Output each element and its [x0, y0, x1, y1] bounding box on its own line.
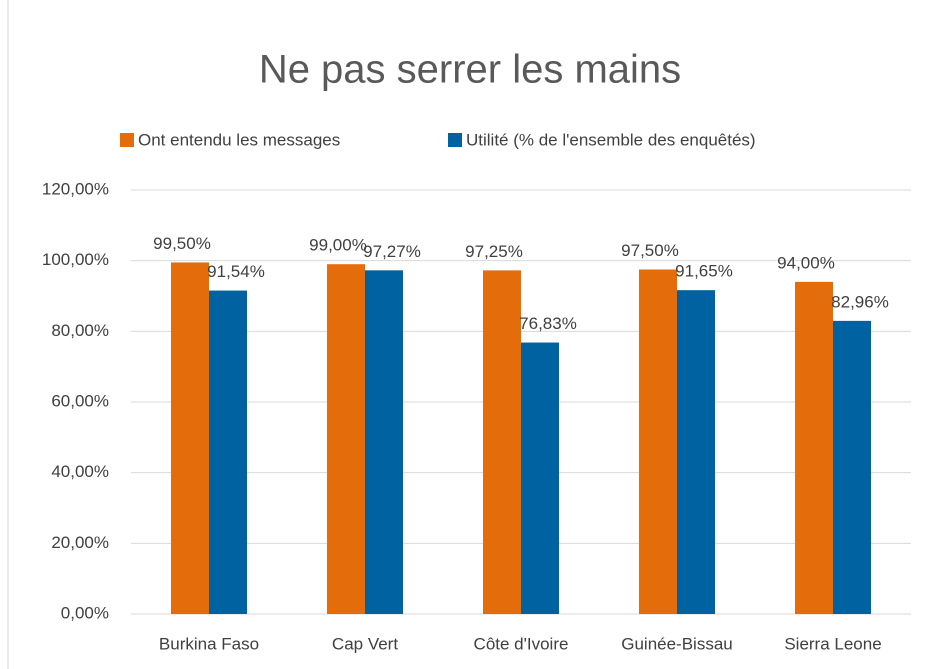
bar	[795, 281, 833, 614]
data-label: 91,54%	[207, 262, 265, 281]
bar	[483, 270, 521, 614]
legend-label: Utilité (% de l'ensemble des enquêtés)	[466, 130, 756, 149]
bar	[521, 342, 559, 614]
y-tick-label: 60,00%	[51, 391, 109, 410]
x-tick-label: Cap Vert	[332, 634, 398, 653]
data-label: 99,00%	[309, 236, 367, 255]
data-label: 82,96%	[831, 292, 889, 311]
bar	[639, 269, 677, 614]
data-label: 91,65%	[675, 262, 733, 281]
legend-swatch	[120, 133, 134, 147]
y-tick-label: 20,00%	[51, 533, 109, 552]
bar	[365, 270, 403, 614]
y-tick-label: 120,00%	[42, 179, 109, 198]
chart-title: Ne pas serrer les mains	[259, 48, 681, 92]
x-tick-label: Guinée-Bissau	[621, 634, 733, 653]
y-tick-label: 0,00%	[61, 603, 109, 622]
data-label: 76,83%	[519, 314, 577, 333]
data-label: 94,00%	[777, 253, 835, 272]
legend-label: Ont entendu les messages	[138, 130, 340, 149]
y-tick-label: 80,00%	[51, 321, 109, 340]
bar	[171, 262, 209, 614]
legend-swatch	[448, 133, 462, 147]
y-tick-label: 40,00%	[51, 462, 109, 481]
y-tick-label: 100,00%	[42, 250, 109, 269]
data-label: 97,27%	[363, 242, 421, 261]
x-tick-label: Côte d'Ivoire	[474, 634, 569, 653]
bar	[209, 290, 247, 614]
data-label: 97,50%	[621, 241, 679, 260]
data-label: 99,50%	[153, 234, 211, 253]
x-tick-label: Sierra Leone	[784, 634, 881, 653]
data-label: 97,25%	[465, 242, 523, 261]
bar	[833, 320, 871, 614]
bar	[327, 264, 365, 614]
bar	[677, 290, 715, 614]
x-tick-label: Burkina Faso	[159, 634, 259, 653]
